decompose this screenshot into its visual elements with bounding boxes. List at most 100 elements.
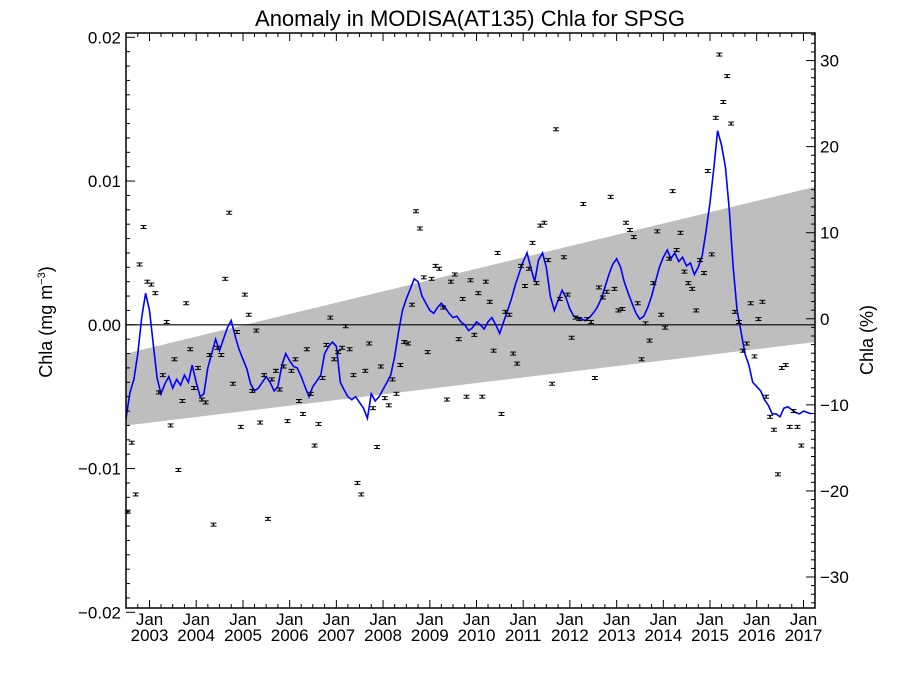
point-marker xyxy=(741,349,744,352)
data-point xyxy=(681,269,688,274)
data-point xyxy=(603,289,610,294)
y-right-tick-label: −30 xyxy=(820,568,849,587)
point-marker xyxy=(664,326,667,329)
data-point xyxy=(693,308,700,313)
point-marker xyxy=(629,229,631,231)
data-point xyxy=(307,391,314,396)
point-marker xyxy=(605,290,608,293)
point-marker xyxy=(411,303,413,306)
point-marker xyxy=(309,392,312,395)
point-marker xyxy=(745,342,748,345)
data-point xyxy=(673,248,680,253)
point-marker xyxy=(259,421,262,424)
data-point xyxy=(222,276,229,281)
point-marker xyxy=(189,348,192,351)
point-marker xyxy=(165,321,168,323)
data-point xyxy=(654,229,661,234)
x-tick-year-label: 2005 xyxy=(224,626,262,645)
data-point xyxy=(588,319,595,324)
point-marker xyxy=(687,282,690,285)
data-point xyxy=(518,263,525,268)
point-marker xyxy=(142,226,145,228)
point-marker xyxy=(150,283,153,286)
data-point xyxy=(292,357,299,362)
point-marker xyxy=(430,277,433,280)
data-point xyxy=(194,365,201,370)
x-tick-year-label: 2006 xyxy=(271,626,309,645)
data-point xyxy=(459,296,466,301)
data-point xyxy=(280,364,287,369)
x-tick-year-label: 2011 xyxy=(505,626,542,645)
point-marker xyxy=(586,318,589,320)
point-marker xyxy=(461,298,464,300)
smoothed-series-line xyxy=(125,130,812,422)
x-tick-year-label: 2004 xyxy=(177,626,215,645)
data-point xyxy=(218,353,225,357)
point-marker xyxy=(632,236,635,239)
x-tick-month-label: Jan xyxy=(650,610,677,629)
point-marker xyxy=(524,285,526,287)
data-point xyxy=(443,397,450,402)
data-point xyxy=(751,354,758,359)
point-marker xyxy=(341,346,344,349)
data-point xyxy=(747,301,754,306)
y-left-tick-label: −0.02 xyxy=(78,603,121,622)
data-point xyxy=(389,377,396,382)
point-marker xyxy=(570,336,573,339)
x-tick-year-label: 2015 xyxy=(691,626,729,645)
data-point xyxy=(315,422,322,426)
y-left-tick-label: 0.02 xyxy=(88,28,121,47)
point-marker xyxy=(161,374,164,377)
point-marker xyxy=(197,367,199,369)
data-point xyxy=(720,100,727,104)
point-marker xyxy=(788,425,791,428)
point-marker xyxy=(734,310,736,313)
point-marker xyxy=(329,316,332,319)
data-point xyxy=(323,342,330,347)
data-point xyxy=(572,315,579,320)
point-marker xyxy=(228,211,231,214)
point-marker xyxy=(551,382,553,385)
data-point xyxy=(210,522,217,527)
point-marker xyxy=(298,400,300,402)
point-marker xyxy=(648,339,651,342)
y-right-tick-label: 20 xyxy=(820,138,839,157)
point-marker xyxy=(134,493,137,496)
data-point xyxy=(183,301,190,306)
point-marker xyxy=(710,253,713,256)
point-marker xyxy=(130,441,133,444)
x-tick-month-label: Jan xyxy=(136,610,163,629)
data-point xyxy=(580,202,587,207)
x-tick-month-label: Jan xyxy=(556,610,583,629)
point-marker xyxy=(403,341,406,343)
data-point xyxy=(743,341,750,346)
data-point xyxy=(226,210,233,215)
point-marker xyxy=(232,382,234,385)
data-point xyxy=(233,330,240,334)
data-point xyxy=(591,376,598,380)
data-point xyxy=(794,424,801,429)
data-point xyxy=(202,400,209,405)
point-marker xyxy=(286,420,289,423)
data-point xyxy=(249,388,256,393)
point-marker xyxy=(749,302,752,305)
data-point xyxy=(615,308,622,313)
point-marker xyxy=(348,348,351,351)
data-point xyxy=(155,390,162,395)
data-point xyxy=(467,278,474,283)
data-point xyxy=(642,321,649,326)
data-point xyxy=(288,368,295,373)
data-point xyxy=(525,266,532,271)
point-marker xyxy=(383,397,386,400)
data-point xyxy=(708,252,715,257)
data-point xyxy=(335,350,342,355)
data-point xyxy=(553,127,560,132)
data-point xyxy=(716,52,723,57)
point-marker xyxy=(675,249,678,251)
x-tick-year-label: 2014 xyxy=(644,626,682,645)
point-marker xyxy=(609,195,612,198)
point-marker xyxy=(722,101,725,103)
data-point xyxy=(576,317,583,322)
point-marker xyxy=(146,280,149,283)
data-point xyxy=(296,399,303,403)
